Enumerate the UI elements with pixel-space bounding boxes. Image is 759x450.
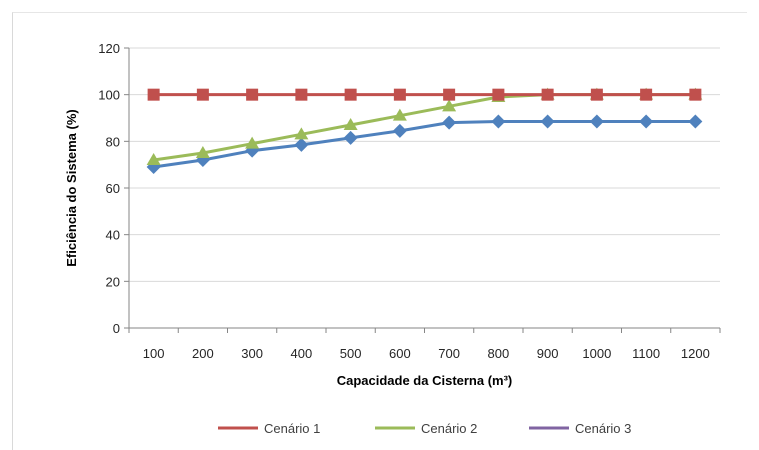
x-tick-label: 600	[389, 346, 411, 361]
y-tick-label: 100	[98, 88, 120, 103]
x-axis-title: Capacidade da Cisterna (m³)	[337, 373, 513, 388]
data-point	[245, 136, 260, 149]
data-point	[195, 146, 210, 158]
series-line	[153, 120, 696, 169]
data-point	[688, 114, 703, 129]
data-point	[443, 88, 456, 101]
data-point	[295, 88, 308, 101]
x-tick-label: 500	[340, 346, 362, 361]
data-point	[147, 88, 160, 101]
data-point	[392, 108, 407, 121]
y-tick-label: 20	[106, 274, 120, 289]
data-point	[146, 153, 161, 165]
x-tick-label: 1200	[681, 346, 710, 361]
y-tick-label: 120	[98, 41, 120, 56]
data-point	[540, 114, 555, 129]
data-point	[442, 115, 457, 130]
data-point	[294, 127, 309, 140]
data-point	[343, 130, 358, 145]
y-tick-label: 60	[106, 181, 120, 196]
x-tick-label: 900	[537, 346, 559, 361]
data-point	[246, 88, 259, 101]
data-point	[442, 99, 457, 112]
series-3	[146, 114, 703, 174]
x-tick-label: 400	[291, 346, 313, 361]
x-tick-label: 100	[143, 346, 165, 361]
y-tick-label: 40	[106, 228, 120, 243]
data-point	[393, 88, 406, 101]
data-point	[392, 123, 407, 138]
data-point	[590, 88, 603, 101]
x-tick-label: 700	[438, 346, 460, 361]
legend-label: Cenário 1	[264, 421, 320, 436]
y-tick-label: 0	[113, 321, 120, 336]
data-point	[639, 114, 654, 129]
legend-label: Cenário 2	[421, 421, 477, 436]
data-point	[491, 114, 506, 129]
x-tick-label: 1100	[632, 346, 660, 361]
x-tick-label: 200	[192, 346, 214, 361]
gridlines	[129, 47, 720, 282]
x-tick-label: 800	[488, 346, 510, 361]
data-point	[343, 118, 358, 130]
series-layer	[146, 87, 703, 174]
legend: Cenário 1 Cenário 2 Cenário 3	[218, 421, 631, 436]
y-tick-labels: 0 20 40 60 80 100 120	[98, 41, 120, 336]
x-tick-label: 1000	[582, 346, 611, 361]
data-point	[196, 88, 209, 101]
axes	[124, 47, 721, 333]
legend-label: Cenário 3	[575, 421, 631, 436]
chart-frame	[12, 12, 747, 450]
y-tick-label: 80	[106, 134, 120, 149]
data-point	[344, 88, 357, 101]
data-point	[541, 88, 554, 101]
data-point	[689, 88, 702, 101]
y-axis-title: Eficiência do Sistema (%)	[64, 109, 79, 267]
data-point	[640, 88, 653, 101]
x-tick-labels: 100 200 300 400 500 600 700 800 900 1000 1100 1200	[143, 346, 710, 361]
data-point	[294, 137, 309, 152]
data-point	[492, 88, 505, 101]
series-1	[147, 88, 702, 101]
x-tick-label: 300	[241, 346, 263, 361]
data-point	[589, 114, 604, 129]
